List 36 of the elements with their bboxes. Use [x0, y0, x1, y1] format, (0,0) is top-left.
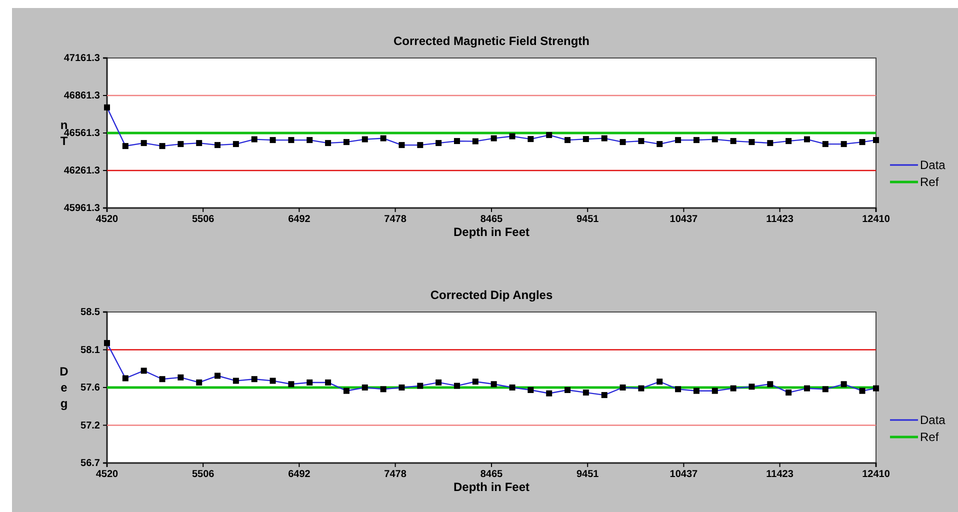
- legend-label: Ref: [920, 430, 940, 444]
- x-tick-label: 11423: [766, 469, 794, 480]
- x-tick-label: 8465: [480, 469, 504, 480]
- y-tick-label: 57.2: [80, 420, 100, 432]
- legend-label: Ref: [920, 175, 940, 189]
- x-tick-label: 9451: [576, 214, 600, 226]
- y-tick-label: 58.1: [80, 344, 100, 356]
- y-tick-label: 58.5: [80, 307, 100, 318]
- x-tick-label: 6492: [288, 214, 311, 226]
- x-tick-label: 4520: [96, 469, 119, 480]
- x-tick-label: 8465: [480, 214, 504, 226]
- y-tick-label: 56.7: [80, 458, 100, 470]
- x-tick-label: 10437: [670, 214, 698, 226]
- legend-label: Data: [920, 158, 946, 172]
- x-tick-label: 7478: [384, 214, 407, 226]
- y-tick-label: 47161.3: [64, 53, 100, 64]
- x-tick-label: 10437: [670, 469, 698, 480]
- y-axis-title: Deg: [60, 364, 69, 410]
- x-axis-title: Depth in Feet: [453, 480, 530, 494]
- x-tick-label: 12410: [862, 469, 890, 480]
- chart-title: Corrected Magnetic Field Strength: [393, 34, 590, 48]
- x-tick-label: 11423: [766, 214, 794, 226]
- x-axis-title: Depth in Feet: [453, 225, 530, 239]
- x-tick-label: 12410: [862, 214, 890, 226]
- x-tick-label: 5506: [192, 214, 215, 226]
- y-tick-label: 46261.3: [64, 166, 100, 177]
- y-tick-label: 57.6: [80, 382, 100, 394]
- x-tick-label: 6492: [288, 469, 311, 480]
- x-tick-label: 9451: [576, 469, 600, 480]
- x-tick-label: 4520: [96, 214, 119, 226]
- chart-title: Corrected Dip Angles: [430, 288, 553, 302]
- y-tick-label: 45961.3: [64, 203, 100, 214]
- x-tick-label: 7478: [384, 469, 407, 480]
- x-tick-label: 5506: [192, 469, 215, 480]
- y-tick-label: 46861.3: [64, 90, 100, 102]
- legend-label: Data: [920, 413, 946, 427]
